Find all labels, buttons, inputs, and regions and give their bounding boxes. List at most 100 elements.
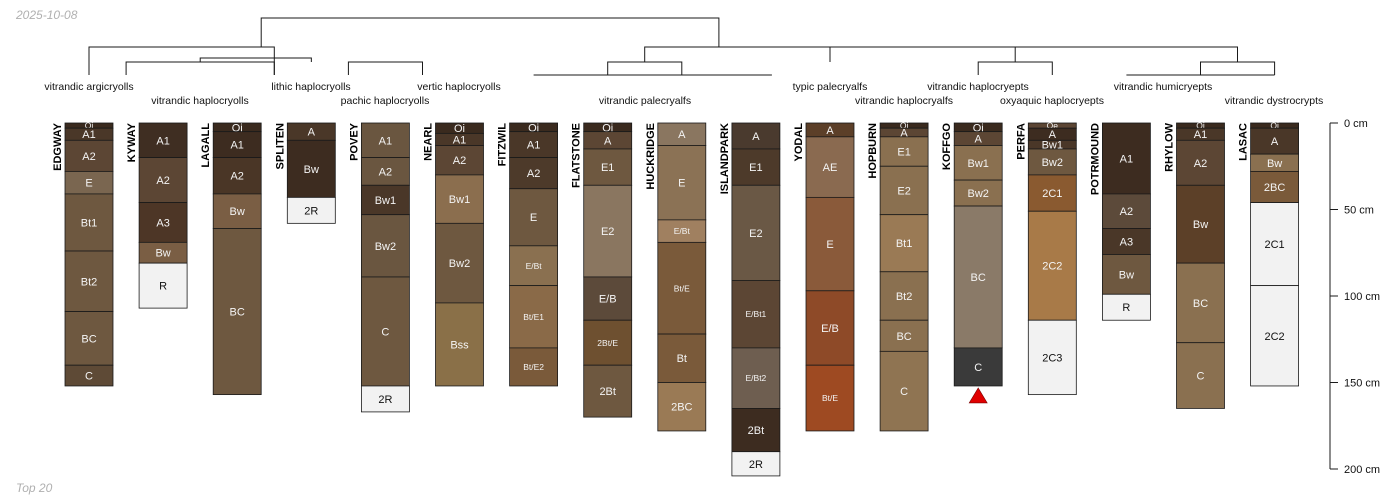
horizon-label: 2C1 xyxy=(1265,239,1285,251)
horizon-koffgo-bc xyxy=(953,205,1003,349)
horizon-lasac-2c1 xyxy=(1250,202,1299,287)
horizon-label: Oi xyxy=(1270,121,1279,131)
horizon-label: 2C2 xyxy=(1042,261,1062,273)
horizon-huckridge-bt xyxy=(657,333,707,383)
horizon-lagall-a2 xyxy=(212,157,262,195)
horizon-povey-a1 xyxy=(360,122,410,158)
horizon-rhylow-a2 xyxy=(1176,139,1225,186)
horizon-label: Bw xyxy=(1119,269,1134,281)
profile-name: HUCKRIDGE xyxy=(645,123,657,190)
taxon-label-vitrandic-dystrocrypts: vitrandic dystrocrypts xyxy=(1225,95,1324,107)
horizon-lagall-bw xyxy=(212,193,262,229)
horizon-label: Oi xyxy=(602,122,613,134)
horizon-label: Bw xyxy=(1193,219,1208,231)
dendrogram-link xyxy=(977,61,1053,75)
horizon-yodal-e xyxy=(805,196,855,292)
horizon-label: 2C3 xyxy=(1042,352,1062,364)
profile-name: POVEY xyxy=(348,122,360,161)
horizon-huckridge-bt-e xyxy=(657,241,707,335)
horizon-yodal-bt-e xyxy=(805,364,855,432)
horizon-islandpark-2bt xyxy=(731,408,781,453)
horizon-povey-c xyxy=(360,276,410,387)
horizon-label: R xyxy=(1122,302,1130,314)
horizon-label: Oi xyxy=(528,122,539,134)
horizon-label: E1 xyxy=(897,147,910,159)
horizon-label: Bss xyxy=(450,339,469,351)
horizon-kyway-a2 xyxy=(138,157,188,203)
profile-koffgo: OiA Bw1 Bw2 BC C KOFFGO xyxy=(941,122,1003,404)
taxon-label-pachic-haplocryolls: pachic haplocryolls xyxy=(341,95,430,107)
horizon-lagall-bc xyxy=(212,228,262,396)
horizon-label: 2Bt xyxy=(748,425,765,437)
horizon-label: A2 xyxy=(82,151,95,163)
horizon-spliten-bw xyxy=(286,139,336,198)
horizon-label: Oe xyxy=(1047,121,1059,131)
horizon-islandpark-e-bt1 xyxy=(731,280,781,349)
dendrogram-link xyxy=(260,17,720,47)
horizon-povey-bw1 xyxy=(360,184,410,216)
profile-hopburn: OiA E1 E2 Bt1 Bt2 BC C HOPBURN xyxy=(867,121,929,432)
horizon-label: Bt/E1 xyxy=(523,312,544,322)
profile-povey: A1 A2 Bw1 Bw2 C 2R POVEY xyxy=(348,122,410,413)
horizon-label: BC xyxy=(81,333,96,345)
profile-name: KOFFGO xyxy=(941,123,953,170)
horizon-label: 2Bt xyxy=(599,386,616,398)
profile-flatstone: OiA E1 E2 E/B 2Bt/E 2Bt FLATSTONE xyxy=(571,122,633,418)
profile-name: LASAC xyxy=(1238,123,1250,161)
date-label: 2025-10-08 xyxy=(16,8,78,22)
dendrogram-link xyxy=(607,61,683,75)
profile-name: LAGALL xyxy=(200,123,212,168)
horizon-fitzwil-e-bt xyxy=(509,245,559,287)
horizon-perfa-2c1 xyxy=(1027,174,1077,212)
profile-name: PERFA xyxy=(1015,123,1027,160)
horizon-label: E/Bt2 xyxy=(746,373,767,383)
horizon-label: E/B xyxy=(821,323,839,335)
horizon-label: A xyxy=(308,127,316,139)
horizon-label: Bw2 xyxy=(1042,157,1063,169)
horizon-hopburn-c xyxy=(879,350,929,432)
horizon-label: C xyxy=(381,326,389,338)
horizon-label: Oi xyxy=(900,121,909,131)
horizon-label: Bw1 xyxy=(375,195,396,207)
horizon-perfa-bw2 xyxy=(1027,148,1077,176)
horizon-label: E xyxy=(826,239,833,251)
horizon-label: A xyxy=(900,127,908,139)
horizon-label: Bw1 xyxy=(449,194,470,206)
horizon-label: 2Bt/E xyxy=(597,338,618,348)
horizon-label: E2 xyxy=(601,226,614,238)
horizon-label: E/Bt xyxy=(674,226,691,236)
horizon-hopburn-e2 xyxy=(879,165,929,216)
horizon-label: R xyxy=(159,281,167,293)
horizon-label: Bt1 xyxy=(896,238,913,250)
taxon-label-vitrandic-palecryalfs: vitrandic palecryalfs xyxy=(599,95,691,107)
horizon-label: E2 xyxy=(897,185,910,197)
horizon-label: A xyxy=(1271,136,1279,148)
horizon-label: C xyxy=(900,386,908,398)
horizon-label: Bw2 xyxy=(967,188,988,200)
taxon-label-lithic-haplocryolls: lithic haplocryolls xyxy=(271,81,350,93)
horizon-rhylow-bw xyxy=(1176,184,1225,264)
horizon-label: Bt2 xyxy=(896,291,913,303)
horizon-label: A2 xyxy=(1194,158,1207,170)
horizon-label: 2BC xyxy=(671,402,692,414)
horizon-nearl-bw1 xyxy=(435,174,484,224)
horizon-label: Bt1 xyxy=(81,217,98,229)
profile-yodal: A AE E E/B Bt/E YODAL xyxy=(793,122,855,432)
horizon-label: E xyxy=(85,178,92,190)
horizon-label: A xyxy=(1049,129,1057,141)
horizon-label: Oi xyxy=(232,122,243,134)
horizon-fitzwil-bt-e2 xyxy=(509,347,559,387)
horizon-fitzwil-e xyxy=(509,188,559,247)
horizon-label: Bw xyxy=(304,164,319,176)
horizon-label: A xyxy=(752,131,760,143)
dendrogram-labels: vitrandic argicryolls vitrandic haplocryo… xyxy=(44,81,1323,107)
horizon-label: AE xyxy=(823,162,838,174)
depth-tick-label: 150 cm xyxy=(1344,378,1380,390)
marker-triangle xyxy=(968,387,988,404)
horizon-fitzwil-a2 xyxy=(509,157,559,190)
profile-name: FLATSTONE xyxy=(571,123,583,188)
profile-spliten: A Bw 2R SPLITEN xyxy=(274,122,336,224)
